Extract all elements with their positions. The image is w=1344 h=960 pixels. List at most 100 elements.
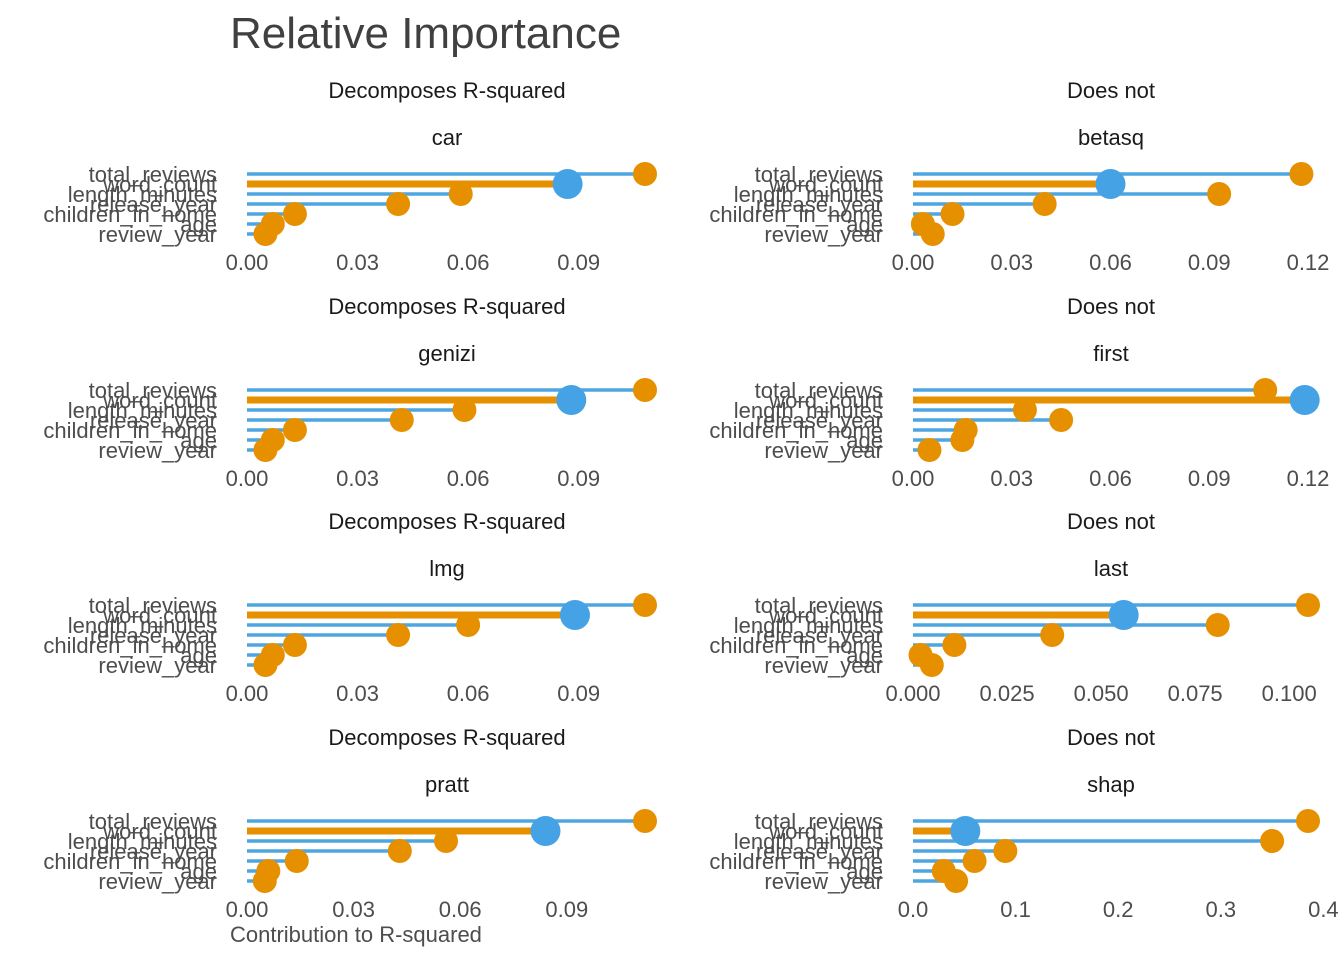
panel-pratt: Decomposes R-squared pratt total_reviewswo… (43, 725, 657, 922)
x-tick-label: 0.075 (1168, 681, 1223, 706)
point-length_minutes (456, 613, 481, 637)
x-tick-label: 0.06 (1089, 250, 1132, 275)
x-tick-label: 0.03 (990, 466, 1033, 491)
category-label-children_in_home: children_in_home (709, 418, 883, 443)
category-label-word_count: word_count (768, 819, 883, 844)
point-review_year (252, 869, 277, 893)
panel-group-label: Does not (1067, 294, 1155, 319)
category-label-word_count: word_count (102, 603, 217, 628)
point-length_minutes (1207, 182, 1232, 206)
panel-method-label: car (432, 125, 463, 150)
panel-method-label: shap (1087, 772, 1135, 797)
x-tick-label: 0.09 (557, 250, 600, 275)
category-label-children_in_home: children_in_home (709, 202, 883, 227)
point-children_in_home (282, 418, 307, 442)
point-total_reviews (1289, 162, 1314, 186)
point-children_in_home (284, 849, 309, 873)
point-release_year (1040, 623, 1065, 647)
point-total_reviews (633, 162, 657, 186)
point-total_reviews (633, 809, 657, 833)
x-tick-label: 0.06 (439, 897, 482, 922)
category-label-review_year: review_year (98, 869, 217, 894)
x-tick-label: 0.00 (226, 466, 269, 491)
x-tick-label: 0.0 (898, 897, 929, 922)
category-label-age: age (846, 859, 883, 884)
category-label-children_in_home: children_in_home (43, 849, 217, 874)
category-label-age: age (180, 212, 217, 237)
x-tick-label: 0.00 (892, 250, 935, 275)
category-label-total_reviews: total_reviews (755, 809, 883, 834)
x-tick-label: 0.09 (545, 897, 588, 922)
category-label-release_year: release_year (756, 623, 883, 648)
x-axis-label: Contribution to R-squared (230, 922, 482, 947)
point-length_minutes (434, 829, 458, 853)
panel-method-label: last (1094, 556, 1128, 581)
panel-genizi: Decomposes R-squared genizi total_reviewsw… (43, 294, 657, 491)
point-review_year (253, 653, 278, 677)
category-label-total_reviews: total_reviews (755, 593, 883, 618)
category-label-length_minutes: length_minutes (68, 398, 217, 423)
panel-betasq: Does not betasq total_reviewsword_countlen… (709, 78, 1329, 275)
panel-method-label: genizi (418, 341, 475, 366)
panel-method-label: betasq (1078, 125, 1144, 150)
x-tick-label: 0.12 (1287, 466, 1330, 491)
category-label-review_year: review_year (764, 653, 883, 678)
x-tick-label: 0.025 (980, 681, 1035, 706)
x-tick-label: 0.4 (1308, 897, 1339, 922)
point-length_minutes (448, 182, 473, 206)
point-release_year (1049, 408, 1074, 432)
category-label-review_year: review_year (764, 222, 883, 247)
panel-lmg: Decomposes R-squared lmg total_reviewsword… (43, 509, 657, 706)
category-label-review_year: review_year (98, 653, 217, 678)
panel-shap: Does not shap total_reviewsword_countlengt… (709, 725, 1338, 922)
x-tick-label: 0.03 (332, 897, 375, 922)
x-tick-label: 0.09 (557, 466, 600, 491)
category-label-total_reviews: total_reviews (755, 378, 883, 403)
category-label-total_reviews: total_reviews (89, 593, 217, 618)
category-label-release_year: release_year (756, 408, 883, 433)
category-label-length_minutes: length_minutes (734, 182, 883, 207)
x-tick-label: 0.00 (226, 250, 269, 275)
x-tick-label: 0.100 (1262, 681, 1317, 706)
category-label-age: age (180, 428, 217, 453)
category-label-age: age (846, 643, 883, 668)
x-tick-label: 0.2 (1103, 897, 1134, 922)
category-label-age: age (180, 643, 217, 668)
point-total_reviews (633, 593, 657, 617)
point-review_year (917, 438, 942, 462)
x-tick-label: 0.09 (1188, 250, 1231, 275)
x-tick-label: 0.050 (1074, 681, 1129, 706)
point-word_count (530, 816, 561, 846)
category-label-word_count: word_count (768, 388, 883, 413)
x-tick-label: 0.00 (226, 681, 269, 706)
point-total_reviews (1253, 378, 1278, 402)
point-children_in_home (942, 633, 967, 657)
category-label-length_minutes: length_minutes (734, 398, 883, 423)
panel-group-label: Decomposes R-squared (328, 294, 565, 319)
point-children_in_home (282, 202, 307, 226)
point-children_in_home (940, 202, 965, 226)
category-label-age: age (180, 859, 217, 884)
x-tick-label: 0.09 (557, 681, 600, 706)
panel-method-label: pratt (425, 772, 469, 797)
point-total_reviews (1296, 809, 1320, 833)
category-label-release_year: release_year (90, 192, 217, 217)
category-label-release_year: release_year (90, 839, 217, 864)
panel-group-label: Does not (1067, 509, 1155, 534)
category-label-total_reviews: total_reviews (89, 809, 217, 834)
point-review_year (919, 653, 944, 677)
x-tick-label: 0.00 (892, 466, 935, 491)
point-release_year (387, 839, 412, 863)
point-total_reviews (1296, 593, 1320, 617)
point-release_year (389, 408, 414, 432)
point-total_reviews (633, 378, 657, 402)
panel-last: Does not last total_reviewsword_countlengt… (709, 509, 1320, 706)
category-label-review_year: review_year (764, 438, 883, 463)
category-label-length_minutes: length_minutes (68, 182, 217, 207)
category-label-length_minutes: length_minutes (68, 613, 217, 638)
category-label-length_minutes: length_minutes (734, 829, 883, 854)
category-label-release_year: release_year (756, 192, 883, 217)
category-label-age: age (846, 428, 883, 453)
chart-title: Relative Importance (230, 9, 621, 58)
